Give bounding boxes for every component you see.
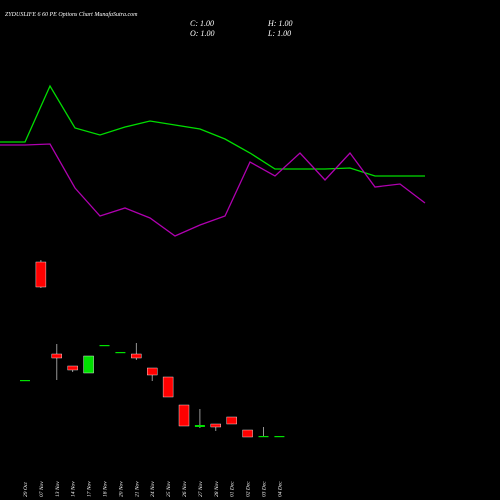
indicator-line (0, 84, 425, 177)
x-tick-label: 29 Oct (23, 482, 29, 497)
x-tick-label: 02 Dec (246, 481, 252, 497)
candle-body (99, 345, 110, 347)
candle-body (35, 261, 47, 288)
candle-body (258, 436, 269, 438)
candle-body (115, 352, 126, 354)
candle-body (242, 429, 253, 438)
candle-body (131, 353, 142, 359)
x-tick-label: 24 Nov (149, 481, 156, 497)
x-tick-label: 21 Nov (134, 481, 140, 497)
x-tick-label: 25 Nov (166, 481, 172, 497)
x-tick-label: 27 Nov (198, 481, 204, 497)
candle-body (178, 404, 190, 427)
candle-body (51, 353, 62, 359)
stat-open: O: 1.00 (190, 29, 214, 38)
candle-body (20, 380, 30, 382)
x-tick-label: 07 Nov (39, 481, 45, 497)
x-tick-label: 18 Nov (103, 481, 109, 497)
x-tick-label: 26 Nov (182, 481, 188, 497)
candle-body (226, 416, 237, 425)
x-tick-label: 17 Nov (87, 481, 93, 497)
candle-body (210, 423, 222, 428)
candle-body (162, 376, 174, 398)
candle-body (83, 355, 94, 374)
x-tick-label: 01 Dec (230, 481, 236, 497)
stat-low: L: 1.00 (267, 29, 291, 38)
candle-body (194, 425, 205, 427)
x-tick-label: 20 Nov (118, 481, 124, 497)
x-tick-label: 28 Nov (214, 481, 220, 497)
x-tick-label: 13 Nov (55, 481, 61, 497)
chart-title: ZYDUSLIFE 6 60 PE Options Chart MunafaSu… (5, 11, 138, 18)
x-tick-label: 04 Dec (276, 481, 283, 497)
stat-high: H: 1.00 (267, 19, 292, 28)
stat-close: C: 1.00 (190, 19, 214, 28)
x-tick-label: 03 Dec (262, 481, 268, 497)
indicator-line (0, 143, 426, 237)
x-tick-label: 14 Nov (70, 481, 77, 497)
candle-body (67, 365, 78, 371)
candle-body (274, 436, 285, 438)
candle-body (146, 367, 158, 376)
